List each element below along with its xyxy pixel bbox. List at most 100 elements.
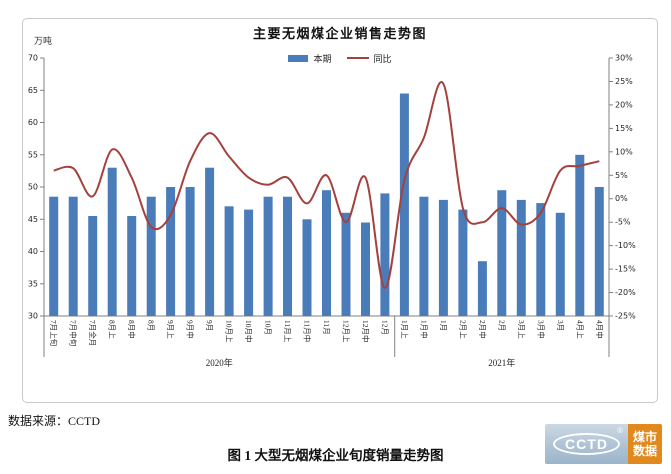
bar-9月中	[185, 187, 195, 316]
bar-12月	[380, 193, 390, 316]
x-axis-label-1月中: 1月中	[419, 320, 429, 339]
x-axis-label-8月上: 8月上	[108, 320, 117, 339]
legend-line-swatch-icon	[346, 57, 369, 59]
x-axis-label-7月中旬: 7月中旬	[69, 320, 79, 347]
x-axis-label-1月: 1月	[439, 320, 448, 331]
x-axis-label-4月中: 4月中	[595, 320, 605, 339]
bar-3月	[555, 212, 565, 316]
cctd-logo: CCTD ® 煤市 数据	[545, 424, 662, 464]
left-axis-tick-label: 65	[28, 86, 38, 95]
legend-bar-label: 本期	[313, 53, 332, 64]
chart-plot: 30 35 40 45 50 55 60 65 70 -25% -20% -15% -10% -5% 0% 5…	[28, 54, 636, 369]
right-axis-tick-label: 0%	[615, 194, 628, 203]
x-axis-label-10月上: 10月上	[225, 320, 234, 343]
bar-12月中	[361, 222, 370, 316]
bar-2月上	[458, 209, 468, 316]
logo-tagline-line1: 煤市	[632, 429, 657, 444]
x-axis-label-10月中: 10月中	[244, 320, 254, 343]
left-axis-tick-label: 35	[28, 279, 38, 288]
right-axis-tick-label: -20%	[615, 288, 636, 297]
x-axis-label-4月上: 4月上	[575, 320, 584, 339]
cctd-brand-text: CCTD	[553, 433, 620, 455]
cctd-logo-brand-box: CCTD ®	[545, 424, 628, 464]
left-axis-unit-label: 万吨	[34, 36, 53, 46]
left-axis-tick-label: 70	[28, 54, 38, 63]
year-label-2021年: 2021年	[488, 357, 515, 368]
x-axis-label-3月上: 3月上	[517, 320, 526, 339]
bar-7月上旬	[49, 196, 59, 316]
left-axis-tick-label: 60	[28, 118, 38, 127]
registered-mark-icon: ®	[617, 426, 623, 435]
x-axis-label-2月中: 2月中	[478, 320, 488, 339]
bar-1月上	[399, 93, 409, 316]
bar-9月上	[166, 187, 176, 316]
x-axis-label-9月中: 9月中	[186, 320, 196, 339]
logo-tagline-line2: 数据	[632, 444, 657, 458]
x-axis-label-12月上: 12月上	[342, 320, 351, 343]
left-axis-tick-label: 45	[28, 215, 38, 224]
bar-4月中	[594, 187, 604, 316]
bar-2月	[497, 190, 507, 316]
bar-2月中	[477, 261, 487, 316]
year-label-2020年: 2020年	[206, 357, 233, 368]
x-axis-label-11月中: 11月中	[303, 320, 313, 342]
left-axis-tick-label: 55	[28, 150, 38, 159]
right-axis-tick-label: -15%	[615, 265, 636, 274]
bar-4月上	[575, 154, 585, 317]
x-axis-label-11月上: 11月上	[283, 320, 292, 343]
bar-8月上	[107, 167, 117, 316]
right-axis-tick-label: 15%	[615, 124, 633, 133]
right-axis-tick-label: 30%	[615, 54, 633, 63]
bar-1月	[438, 199, 448, 316]
right-axis-tick-label: -10%	[615, 241, 636, 250]
right-axis-tick-label: 5%	[615, 171, 628, 180]
bar-11月	[322, 190, 331, 316]
bar-3月中	[536, 203, 546, 316]
x-axis-label-3月: 3月	[556, 320, 565, 331]
legend-bar-swatch-icon	[288, 54, 309, 62]
bar-1月中	[419, 196, 429, 316]
right-axis-tick-label: -25%	[615, 312, 636, 321]
bar-8月中	[127, 216, 137, 316]
bar-12月上	[341, 212, 351, 316]
chart-panel: 主要无烟煤企业销售走势图 万吨 本期 同比 30 35 40 45 50 55 60 65 70…	[22, 18, 658, 403]
cctd-logo-tagline-box: 煤市 数据	[628, 424, 662, 464]
x-axis-label-1月上: 1月上	[400, 320, 409, 339]
legend-line-label: 同比	[373, 53, 392, 64]
bar-11月中	[302, 219, 312, 317]
data-source-note: 数据来源：CCTD	[8, 414, 101, 428]
chart-title: 主要无烟煤企业销售走势图	[252, 26, 427, 41]
x-axis-label-7月全月: 7月全月	[88, 320, 98, 346]
x-axis-label-8月中: 8月中	[127, 320, 137, 339]
x-axis-label-2月: 2月	[497, 320, 506, 331]
x-axis-label-11月: 11月	[322, 320, 331, 335]
right-axis-tick-label: 20%	[615, 100, 633, 109]
x-axis-label-2月上: 2月上	[458, 320, 467, 339]
x-axis-label-10月: 10月	[264, 320, 273, 335]
x-axis-label-9月上: 9月上	[166, 320, 175, 339]
yoy-line	[53, 81, 600, 289]
bar-9月	[205, 167, 215, 316]
bar-7月中旬	[68, 196, 78, 316]
right-axis-tick-label: -5%	[615, 218, 631, 227]
right-axis-tick-label: 10%	[615, 147, 633, 156]
bar-10月	[263, 196, 273, 316]
x-axis-label-3月中: 3月中	[536, 320, 546, 339]
right-axis-tick-label: 25%	[615, 77, 633, 86]
x-axis-label-8月: 8月	[147, 320, 156, 331]
left-axis-tick-label: 40	[28, 247, 38, 256]
bar-10月上	[224, 206, 234, 316]
bar-8月	[146, 196, 156, 316]
x-axis-label-12月: 12月	[380, 320, 389, 335]
legend: 本期 同比	[23, 52, 657, 64]
bar-7月全月	[88, 216, 98, 316]
left-axis-tick-label: 50	[28, 183, 38, 192]
bar-11月上	[283, 196, 292, 316]
bar-3月上	[516, 199, 526, 316]
x-axis-label-7月上旬: 7月上旬	[49, 320, 59, 347]
x-axis-label-9月: 9月	[205, 320, 214, 331]
left-axis-tick-label: 30	[28, 312, 38, 321]
figure-caption: 图 1 大型无烟煤企业旬度销量走势图	[227, 448, 444, 463]
bar-10月中	[244, 209, 254, 316]
